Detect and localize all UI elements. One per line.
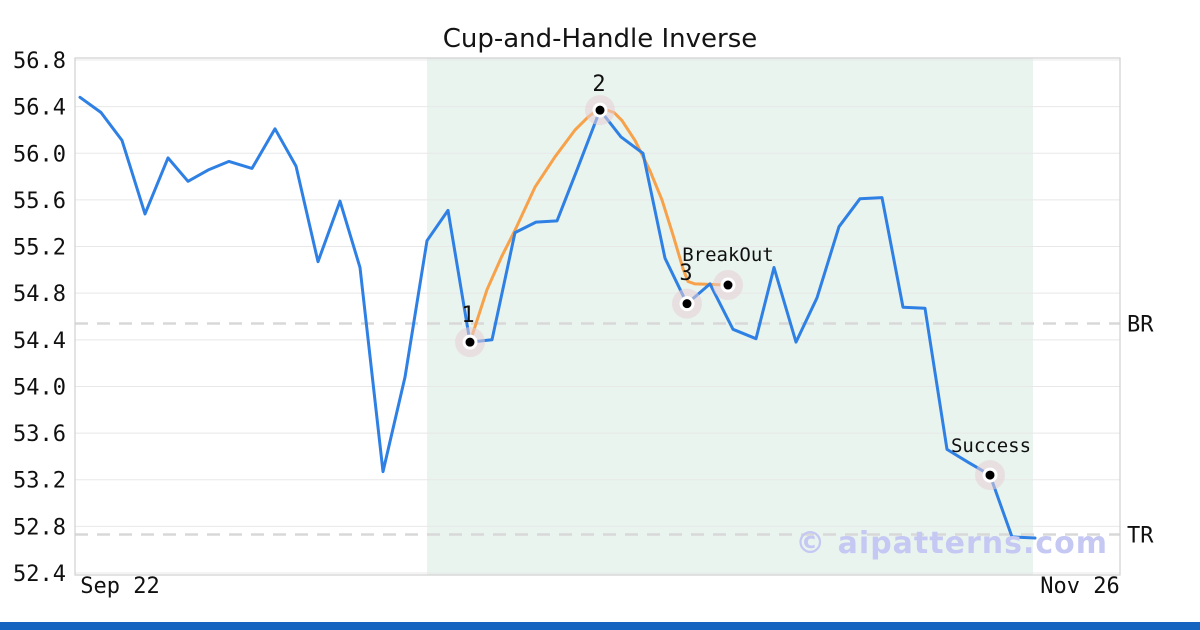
y-tick-label: 56.8 (13, 49, 66, 74)
series-price (78, 95, 1037, 540)
pattern-region (427, 58, 1033, 575)
marker-dot-2 (595, 105, 605, 115)
plot-border (74, 57, 1121, 576)
level-label-br: BR (1127, 312, 1154, 337)
marker-dot-success (985, 470, 995, 480)
annotation-label-breakout: BreakOut (682, 244, 774, 266)
y-tick-label: 52.4 (13, 562, 66, 587)
annotation-label-1: 1 (461, 303, 474, 328)
y-tick-label: 52.8 (13, 515, 66, 540)
x-tick-label: Nov 26 (1040, 574, 1119, 599)
annotation-label-2: 2 (592, 72, 605, 97)
chart-layers: 56.8 56.4 56.0 55.6 55.2 54.8 54.4 54.0 53.6 53.2… (0, 49, 1200, 630)
marker-dot-3 (682, 299, 692, 309)
y-tick-label: 53.6 (13, 422, 66, 447)
annotation-label-3: 3 (679, 261, 692, 286)
y-tick-label: 55.2 (13, 236, 66, 261)
bottom-bar (0, 622, 1200, 630)
chart-title: Cup-and-Handle Inverse (443, 24, 758, 54)
level-label-tr: TR (1127, 524, 1154, 549)
y-tick-label: 56.0 (13, 142, 66, 167)
y-tick-label: 54.4 (13, 329, 66, 354)
y-tick-label: 54.8 (13, 282, 66, 307)
y-tick-label: 54.0 (13, 375, 66, 400)
x-tick-label: Sep 22 (80, 574, 159, 599)
marker-dot-1 (465, 337, 475, 347)
annotation-label-success: Success (951, 435, 1031, 457)
marker-dot-breakout (723, 280, 733, 290)
y-tick-label: 53.2 (13, 469, 66, 494)
y-tick-label: 55.6 (13, 189, 66, 214)
y-tick-label: 56.4 (13, 96, 66, 121)
watermark-text: © aipatterns.com (795, 526, 1108, 561)
